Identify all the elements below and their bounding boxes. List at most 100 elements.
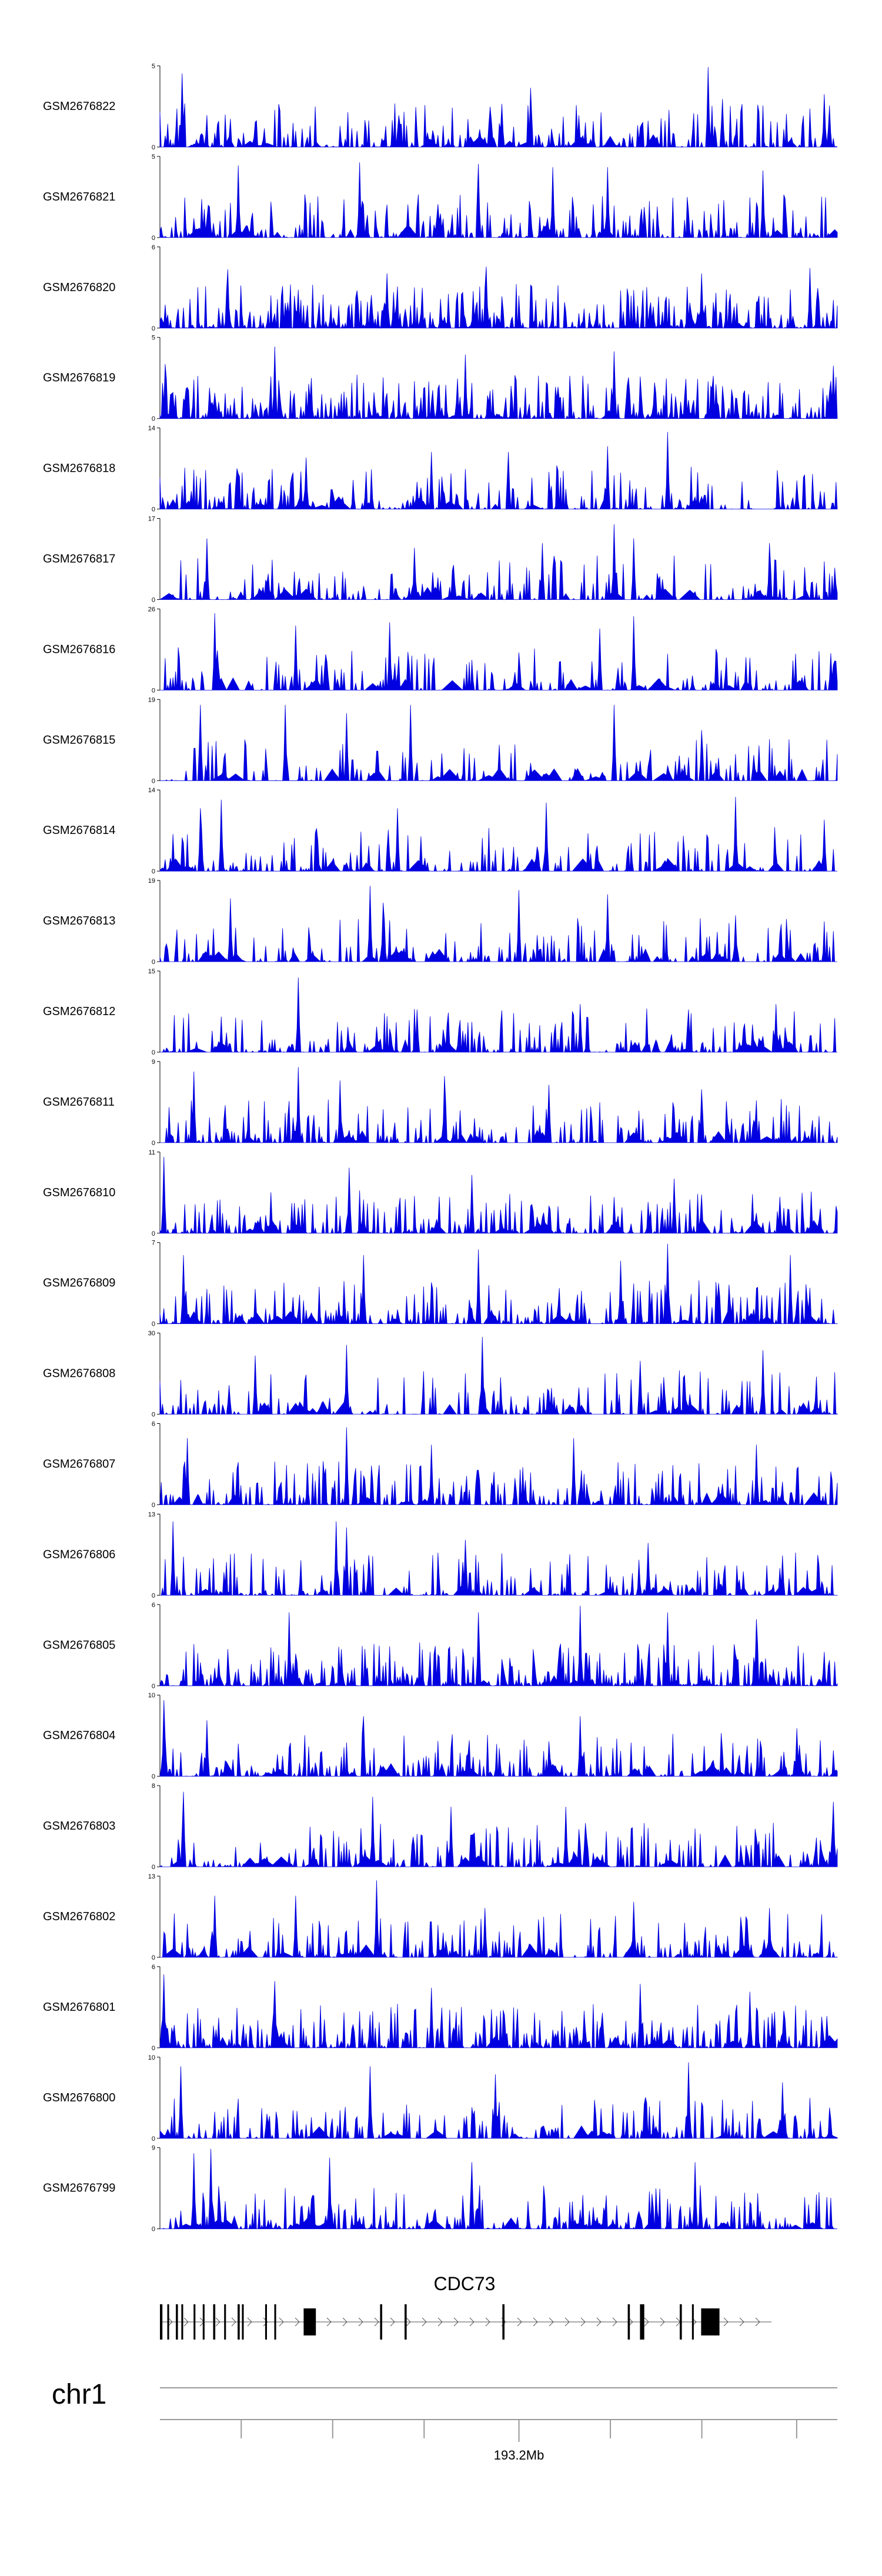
track-label: GSM2676801 xyxy=(43,2001,115,2014)
track-label: GSM2676799 xyxy=(43,2182,115,2195)
strand-arrow xyxy=(453,2317,459,2327)
track-label: GSM2676813 xyxy=(43,915,115,927)
strand-arrow xyxy=(422,2317,427,2327)
strand-arrow xyxy=(215,2317,220,2327)
strand-arrow xyxy=(406,2317,411,2327)
exon xyxy=(160,2304,163,2340)
y-tick-label-max: 26 xyxy=(148,606,155,613)
track-GSM2676799: GSM2676799 9 0 xyxy=(43,2145,837,2233)
strand-arrow xyxy=(739,2317,744,2327)
y-tick-label-max: 10 xyxy=(148,2054,155,2061)
coverage-area xyxy=(159,796,838,872)
track-label: GSM2676810 xyxy=(43,1186,115,1199)
y-tick-label-max: 15 xyxy=(148,968,155,975)
y-tick-label-min: 0 xyxy=(152,2135,155,2143)
track-GSM2676805: GSM2676805 6 0 xyxy=(43,1601,838,1690)
y-tick-label-min: 0 xyxy=(152,1683,155,1690)
y-tick-label-min: 0 xyxy=(152,1954,155,1961)
strand-arrow xyxy=(533,2317,538,2327)
track-label: GSM2676807 xyxy=(43,1458,115,1471)
track-GSM2676806: GSM2676806 13 0 xyxy=(43,1511,838,1599)
track-GSM2676811: GSM2676811 9 0 xyxy=(43,1059,838,1147)
track-GSM2676810: GSM2676810 11 0 xyxy=(43,1149,838,1237)
y-tick-label-max: 9 xyxy=(152,1059,155,1066)
y-tick-label-min: 0 xyxy=(152,1592,155,1599)
coverage-area xyxy=(159,886,837,963)
coverage-area xyxy=(159,432,838,510)
y-tick-label-max: 5 xyxy=(152,335,155,342)
y-tick-label-min: 0 xyxy=(152,597,155,604)
strand-arrow xyxy=(628,2317,633,2327)
y-tick-label-max: 11 xyxy=(149,1149,155,1156)
coverage-area xyxy=(160,1521,838,1596)
track-label: GSM2676821 xyxy=(43,191,115,203)
track-label: GSM2676816 xyxy=(43,643,115,656)
track-GSM2676801: GSM2676801 6 0 xyxy=(43,1964,838,2052)
track-label: GSM2676819 xyxy=(43,372,115,385)
y-tick-label-min: 0 xyxy=(152,1230,155,1237)
y-tick-label-max: 17 xyxy=(148,516,155,523)
coverage-area xyxy=(159,1606,838,1687)
y-tick-label-max: 14 xyxy=(148,787,155,794)
coverage-area xyxy=(160,613,838,691)
track-GSM2676819: GSM2676819 5 0 xyxy=(43,335,838,423)
exon xyxy=(701,2308,720,2335)
exon xyxy=(691,2304,694,2340)
strand-arrow xyxy=(644,2317,649,2327)
track-label: GSM2676802 xyxy=(43,1910,115,1923)
y-tick-label-min: 0 xyxy=(152,1140,155,1147)
chromosome-label: chr1 xyxy=(52,2379,106,2410)
track-GSM2676802: GSM2676802 13 0 xyxy=(43,1873,838,1961)
exon xyxy=(242,2304,244,2340)
y-tick-label-min: 0 xyxy=(152,144,155,151)
y-tick-label-min: 0 xyxy=(152,506,155,513)
strand-arrow xyxy=(374,2317,379,2327)
track-label: GSM2676822 xyxy=(43,100,115,113)
track-label: GSM2676800 xyxy=(43,2091,115,2104)
track-label: GSM2676814 xyxy=(43,824,115,837)
y-tick-label-min: 0 xyxy=(152,959,155,966)
exon xyxy=(265,2304,267,2340)
y-tick-label-min: 0 xyxy=(152,2226,155,2233)
track-GSM2676822: GSM2676822 5 0 xyxy=(43,63,838,151)
strand-arrow xyxy=(342,2317,348,2327)
exon xyxy=(202,2304,205,2340)
y-tick-label-max: 9 xyxy=(152,2145,155,2152)
exon xyxy=(181,2304,183,2340)
y-tick-label-max: 19 xyxy=(148,696,155,703)
track-GSM2676818: GSM2676818 14 0 xyxy=(43,425,838,513)
y-tick-label-max: 10 xyxy=(148,1692,155,1699)
coverage-area xyxy=(159,1700,838,1777)
strand-arrow xyxy=(549,2317,554,2327)
strand-arrow xyxy=(517,2317,522,2327)
coverage-area xyxy=(159,66,838,148)
axis-tick-label: 193.2Mb xyxy=(494,2448,544,2462)
exon xyxy=(640,2304,644,2340)
track-GSM2676820: GSM2676820 6 0 xyxy=(43,244,838,332)
coverage-area xyxy=(160,705,838,782)
coverage-area xyxy=(160,2148,837,2230)
track-GSM2676800: GSM2676800 10 0 xyxy=(43,2054,838,2143)
coverage-area xyxy=(160,1880,838,1958)
strand-arrow xyxy=(295,2317,300,2327)
exon xyxy=(167,2304,169,2340)
y-tick-label-min: 0 xyxy=(152,868,155,875)
coverage-area xyxy=(159,266,838,329)
track-GSM2676803: GSM2676803 8 0 xyxy=(43,1783,838,1871)
y-tick-label-min: 0 xyxy=(152,1502,155,1509)
coverage-area xyxy=(159,524,838,600)
track-label: GSM2676815 xyxy=(43,733,115,746)
gene-name-label: CDC73 xyxy=(434,2273,496,2294)
track-label: GSM2676811 xyxy=(43,1096,115,1109)
coverage-area xyxy=(159,1974,838,2049)
exon xyxy=(502,2304,505,2340)
y-tick-label-min: 0 xyxy=(152,1412,155,1419)
y-tick-label-max: 13 xyxy=(148,1511,155,1518)
strand-arrow xyxy=(437,2317,443,2327)
track-label: GSM2676804 xyxy=(43,1729,115,1742)
exon xyxy=(238,2304,240,2340)
strand-arrow xyxy=(231,2317,236,2327)
y-tick-label-min: 0 xyxy=(152,325,155,332)
coverage-area xyxy=(159,2062,838,2140)
y-tick-label-max: 6 xyxy=(152,1601,155,1609)
